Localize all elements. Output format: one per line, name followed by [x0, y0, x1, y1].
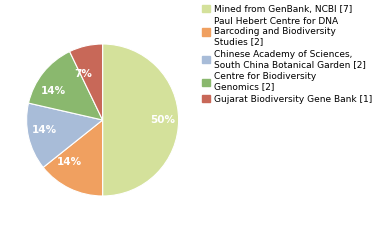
- Text: 7%: 7%: [74, 69, 92, 79]
- Wedge shape: [27, 103, 103, 167]
- Legend: Mined from GenBank, NCBI [7], Paul Hebert Centre for DNA
Barcoding and Biodivers: Mined from GenBank, NCBI [7], Paul Heber…: [202, 5, 372, 104]
- Wedge shape: [103, 44, 179, 196]
- Text: 14%: 14%: [57, 157, 82, 168]
- Text: 14%: 14%: [32, 126, 57, 136]
- Wedge shape: [28, 52, 103, 120]
- Text: 50%: 50%: [150, 115, 175, 125]
- Wedge shape: [43, 120, 103, 196]
- Text: 14%: 14%: [41, 86, 66, 96]
- Wedge shape: [70, 44, 103, 120]
